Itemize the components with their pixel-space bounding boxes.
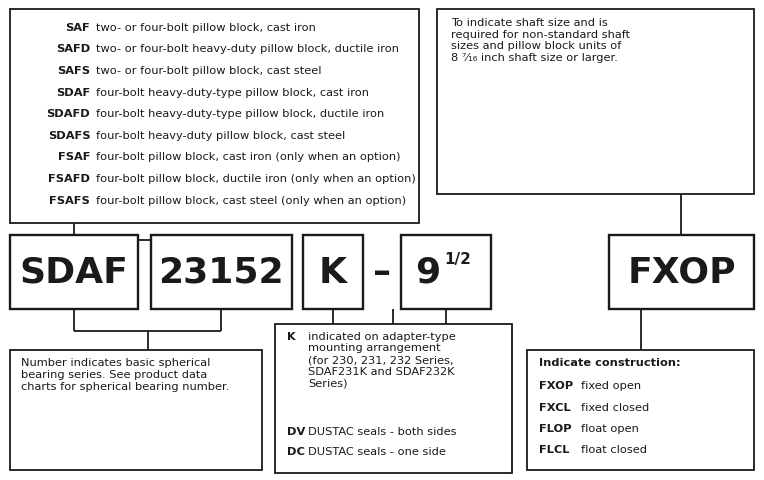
FancyBboxPatch shape bbox=[10, 10, 419, 223]
Text: SAF: SAF bbox=[66, 23, 90, 33]
Text: float open: float open bbox=[581, 423, 639, 433]
FancyBboxPatch shape bbox=[401, 235, 491, 310]
Text: DUSTAC seals - one side: DUSTAC seals - one side bbox=[308, 446, 445, 456]
Text: two- or four-bolt heavy-duty pillow block, ductile iron: two- or four-bolt heavy-duty pillow bloc… bbox=[96, 44, 399, 54]
FancyBboxPatch shape bbox=[151, 235, 292, 310]
Text: two- or four-bolt pillow block, cast iron: two- or four-bolt pillow block, cast iro… bbox=[96, 23, 316, 33]
FancyBboxPatch shape bbox=[527, 350, 754, 470]
Text: four-bolt heavy-duty pillow block, cast steel: four-bolt heavy-duty pillow block, cast … bbox=[96, 131, 345, 141]
Text: 1/2: 1/2 bbox=[444, 252, 471, 266]
Text: indicated on adapter-type
mounting arrangement
(for 230, 231, 232 Series,
SDAF23: indicated on adapter-type mounting arran… bbox=[308, 331, 455, 387]
Text: four-bolt pillow block, cast iron (only when an option): four-bolt pillow block, cast iron (only … bbox=[96, 152, 400, 162]
Text: two- or four-bolt pillow block, cast steel: two- or four-bolt pillow block, cast ste… bbox=[96, 66, 321, 76]
Text: K: K bbox=[286, 331, 295, 341]
Text: SAFD: SAFD bbox=[56, 44, 90, 54]
Text: 9: 9 bbox=[415, 255, 440, 289]
Text: DUSTAC seals - both sides: DUSTAC seals - both sides bbox=[308, 426, 456, 436]
Text: FXCL: FXCL bbox=[539, 402, 570, 412]
Text: SAFS: SAFS bbox=[57, 66, 90, 76]
Text: four-bolt pillow block, ductile iron (only when an option): four-bolt pillow block, ductile iron (on… bbox=[96, 174, 416, 184]
Text: FLOP: FLOP bbox=[539, 423, 571, 433]
Text: FSAF: FSAF bbox=[57, 152, 90, 162]
FancyBboxPatch shape bbox=[609, 235, 754, 310]
Text: float closed: float closed bbox=[581, 444, 646, 454]
Text: SDAFS: SDAFS bbox=[47, 131, 90, 141]
Text: SDAF: SDAF bbox=[20, 255, 128, 289]
Text: –: – bbox=[373, 255, 391, 289]
Text: fixed closed: fixed closed bbox=[581, 402, 649, 412]
Text: Number indicates basic spherical
bearing series. See product data
charts for sph: Number indicates basic spherical bearing… bbox=[21, 358, 230, 391]
Text: 23152: 23152 bbox=[158, 255, 284, 289]
Text: FSAFS: FSAFS bbox=[50, 195, 90, 205]
FancyBboxPatch shape bbox=[367, 235, 397, 310]
Text: four-bolt heavy-duty-type pillow block, ductile iron: four-bolt heavy-duty-type pillow block, … bbox=[96, 109, 384, 119]
Text: K: K bbox=[319, 255, 347, 289]
FancyBboxPatch shape bbox=[10, 235, 138, 310]
Text: SDAF: SDAF bbox=[56, 87, 90, 97]
Text: FXOP: FXOP bbox=[539, 381, 573, 391]
FancyBboxPatch shape bbox=[437, 10, 754, 194]
FancyBboxPatch shape bbox=[303, 235, 363, 310]
Text: four-bolt heavy-duty-type pillow block, cast iron: four-bolt heavy-duty-type pillow block, … bbox=[96, 87, 368, 97]
Text: DV: DV bbox=[286, 426, 305, 436]
Text: FLCL: FLCL bbox=[539, 444, 569, 454]
Text: To indicate shaft size and is
required for non-standard shaft
sizes and pillow b: To indicate shaft size and is required f… bbox=[451, 18, 630, 63]
Text: FXOP: FXOP bbox=[627, 255, 736, 289]
FancyBboxPatch shape bbox=[275, 324, 512, 473]
Text: SDAFD: SDAFD bbox=[47, 109, 90, 119]
Text: DC: DC bbox=[286, 446, 304, 456]
FancyBboxPatch shape bbox=[10, 350, 262, 470]
Text: FSAFD: FSAFD bbox=[48, 174, 90, 184]
Text: four-bolt pillow block, cast steel (only when an option): four-bolt pillow block, cast steel (only… bbox=[96, 195, 406, 205]
Text: fixed open: fixed open bbox=[581, 381, 641, 391]
Text: Indicate construction:: Indicate construction: bbox=[539, 358, 680, 368]
